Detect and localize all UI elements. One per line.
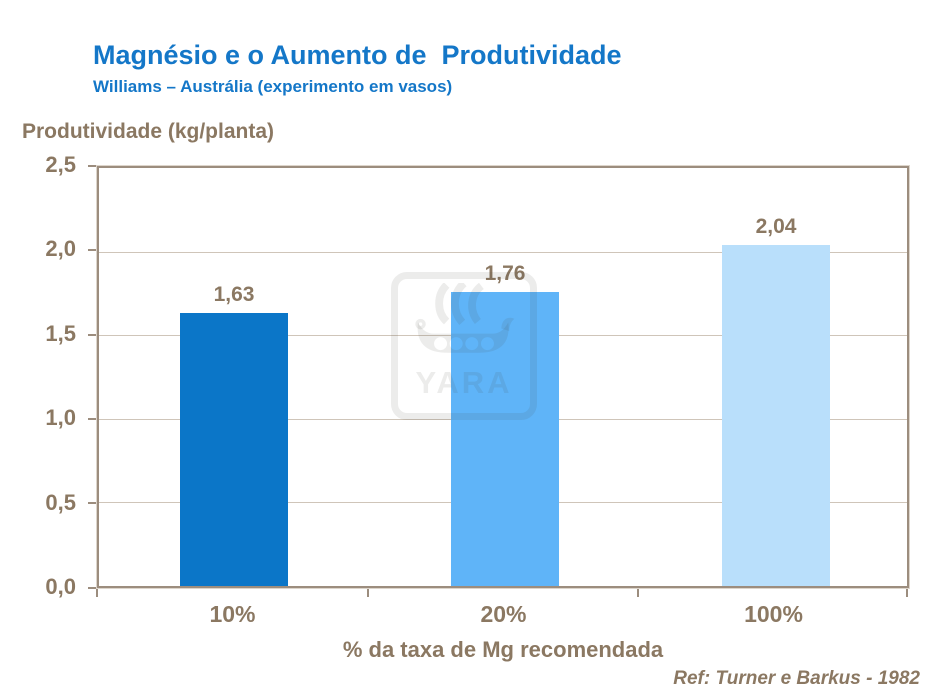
bar-value-label: 2,04 <box>755 214 797 238</box>
yara-watermark: YARA <box>391 272 537 420</box>
x-tick-label: 10% <box>209 601 256 627</box>
y-tick-label: 2,5 <box>45 152 76 177</box>
bar-10pct: 1,63 <box>180 283 288 586</box>
y-tick-label: 1,5 <box>45 321 76 346</box>
chart-subtitle: Williams – Austrália (experimento em vas… <box>93 77 453 96</box>
chart-title: Magnésio e o Aumento de Produtividade <box>93 40 622 70</box>
yara-viking-ship-logo-icon <box>411 280 517 365</box>
y-tick-mark <box>88 165 97 167</box>
bar <box>180 313 288 586</box>
y-tick-mark <box>88 249 97 251</box>
gridline <box>99 251 907 253</box>
x-tick-mark <box>367 589 369 597</box>
bar <box>722 244 830 586</box>
bar <box>451 291 559 586</box>
x-axis-title: % da taxa de Mg recomendada <box>342 637 664 662</box>
yara-watermark-label: YARA <box>415 365 513 400</box>
y-tick-label: 0,0 <box>45 574 76 599</box>
y-tick-mark <box>88 334 97 336</box>
y-tick-label: 1,0 <box>45 405 76 430</box>
x-tick-mark <box>96 589 98 597</box>
x-tick-mark <box>906 589 908 597</box>
bar-value-label: 1,63 <box>213 283 255 307</box>
y-tick-label: 0,5 <box>45 490 76 515</box>
reference-text: Ref: Turner e Barkus - 1982 <box>673 668 920 689</box>
bar-100pct: 2,04 <box>722 215 830 586</box>
y-axis-title: Produtividade (kg/planta) <box>22 120 275 143</box>
y-tick-mark <box>88 502 97 504</box>
plot-area: 1,63 1,76 2,04 <box>96 165 910 589</box>
y-tick-mark <box>88 587 97 589</box>
y-tick-mark <box>88 418 97 420</box>
x-tick-label: 20% <box>480 601 527 627</box>
bar-value-label: 1,76 <box>484 261 526 285</box>
y-tick-label: 2,0 <box>45 236 76 261</box>
bar-20pct: 1,76 <box>451 262 559 586</box>
x-tick-label: 100% <box>744 601 803 627</box>
x-tick-mark <box>637 589 639 597</box>
